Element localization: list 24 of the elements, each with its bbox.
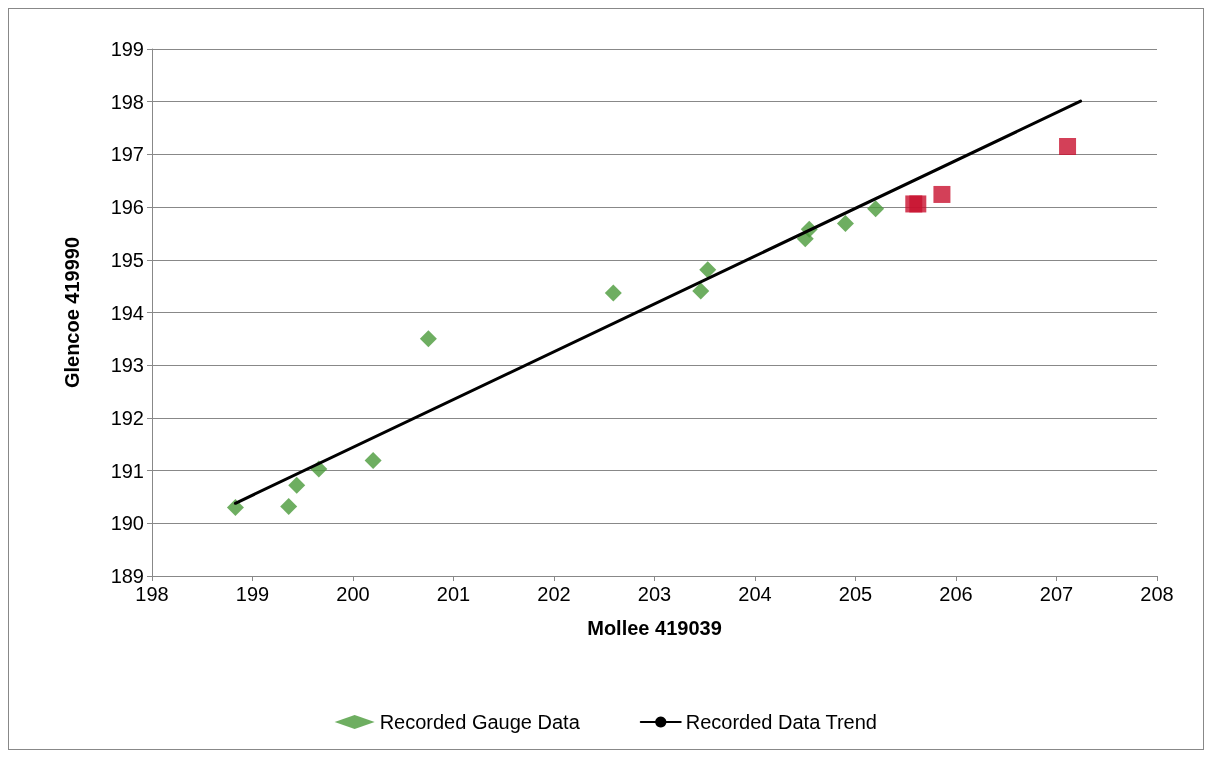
- y-tick-label: 194: [110, 301, 144, 324]
- x-tick-label: 208: [1140, 583, 1174, 605]
- y-tick-label: 196: [110, 196, 144, 219]
- x-tick-label: 203: [637, 583, 672, 605]
- x-tick-label: 207: [1039, 583, 1074, 605]
- x-tick-label: 204: [738, 583, 772, 605]
- y-tick-label: 190: [110, 512, 144, 535]
- x-tick-label: 201: [436, 583, 471, 605]
- y-tick-label: 192: [110, 406, 144, 429]
- x-tick-label: 206: [939, 583, 973, 605]
- y-tick-label: 191: [110, 459, 144, 482]
- legend-label: Recorded Gauge Data: [379, 711, 581, 733]
- x-axis-title: Mollee 419039: [587, 617, 722, 639]
- y-tick-label: 199: [110, 38, 144, 60]
- x-tick-label: 200: [336, 583, 370, 605]
- x-tick-label: 205: [838, 583, 873, 605]
- y-tick-label: 198: [110, 90, 144, 113]
- x-tick-label: 199: [235, 583, 270, 605]
- y-tick-label: 193: [110, 354, 144, 377]
- x-tick-label: 202: [537, 583, 571, 605]
- y-tick-label: 197: [110, 143, 144, 166]
- y-tick-label: 195: [110, 248, 144, 271]
- legend-label: Recorded Data Trend: [685, 711, 878, 733]
- y-axis-title: Glencoe 419990: [61, 236, 83, 389]
